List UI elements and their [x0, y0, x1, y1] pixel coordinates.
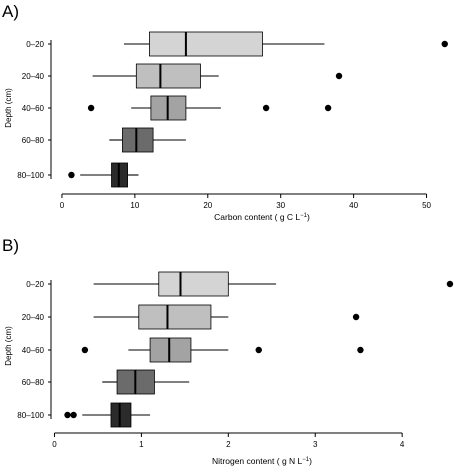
- x-axis-title: Carbon content ( g C L−1): [214, 212, 310, 222]
- y-tick-label: 0–20: [26, 40, 44, 49]
- x-tick-label: 2: [226, 440, 231, 449]
- box-rect: [149, 337, 192, 363]
- box-20–40: [93, 304, 360, 330]
- x-tick-label: 1: [139, 440, 144, 449]
- x-tick-label: 0: [60, 201, 65, 210]
- x-axis-title-unit: ( g C L: [275, 212, 301, 222]
- y-tick-label: 20–40: [22, 72, 45, 81]
- y-tick-label: 60–80: [22, 378, 45, 387]
- outlier-point: [64, 411, 71, 419]
- outlier-point: [255, 346, 262, 354]
- outlier-point: [68, 171, 75, 179]
- box-rect: [110, 402, 132, 428]
- box-0–20: [123, 31, 448, 57]
- box-60–80: [109, 127, 186, 153]
- outlier-point: [70, 411, 77, 419]
- x-axis-title-close: ): [309, 456, 312, 466]
- box-60–80: [102, 369, 190, 395]
- x-axis-title-unit: ( g N L: [277, 456, 303, 466]
- outlier-point: [441, 40, 448, 48]
- box-rect: [135, 63, 201, 89]
- y-tick-label: 80–100: [17, 171, 44, 180]
- y-tick-label: 40–60: [22, 346, 45, 355]
- box-80–100: [64, 402, 151, 428]
- panel-a: A) Depth (cm) Carbon content ( g C L−1) …: [2, 2, 448, 222]
- y-tick-label: 80–100: [17, 411, 44, 420]
- x-axis-title-name: Carbon content: [214, 212, 273, 222]
- x-tick-label: 50: [422, 201, 431, 210]
- x-axis-title-sup: −1: [300, 213, 308, 219]
- x-axis-title-close: ): [307, 212, 310, 222]
- outlier-point: [324, 104, 332, 112]
- x-axis-title: Nitrogen content ( g N L−1): [212, 456, 312, 466]
- x-tick-label: 20: [203, 201, 212, 210]
- x-tick-label: 0: [52, 440, 57, 449]
- box-80–100: [68, 162, 139, 188]
- outlier-point: [81, 346, 89, 354]
- x-tick-label: 40: [349, 201, 358, 210]
- x-tick-label: 4: [400, 440, 405, 449]
- box-40–60: [87, 95, 332, 121]
- x-axis-title-sup: −1: [302, 457, 310, 463]
- y-tick-label: 0–20: [26, 280, 44, 289]
- y-tick-label: 60–80: [22, 136, 45, 145]
- x-tick-label: 10: [130, 201, 139, 210]
- outlier-point: [357, 346, 364, 354]
- outlier-point: [262, 104, 270, 112]
- y-axis-title: Depth (cm): [4, 88, 13, 128]
- y-tick-label: 40–60: [22, 104, 45, 113]
- outlier-point: [446, 280, 454, 288]
- x-tick-label: 30: [276, 201, 285, 210]
- y-tick-label: 20–40: [22, 313, 45, 322]
- box-rect: [158, 271, 229, 297]
- box-40–60: [81, 337, 364, 363]
- box-rect: [149, 31, 263, 57]
- panel-label: B): [2, 236, 19, 255]
- box-0–20: [93, 271, 454, 297]
- outlier-point: [352, 313, 360, 321]
- box-rect: [138, 304, 212, 330]
- outlier-point: [335, 72, 343, 80]
- x-axis-title-name: Nitrogen content: [212, 456, 275, 466]
- x-tick-label: 3: [313, 440, 318, 449]
- outlier-point: [87, 104, 95, 112]
- box-rect: [122, 127, 154, 153]
- box-20–40: [92, 63, 343, 89]
- y-axis-title: Depth (cm): [4, 326, 13, 366]
- panel-label: A): [2, 2, 19, 21]
- panel-b: B) Depth (cm) Nitrogen content ( g N L−1…: [2, 236, 454, 466]
